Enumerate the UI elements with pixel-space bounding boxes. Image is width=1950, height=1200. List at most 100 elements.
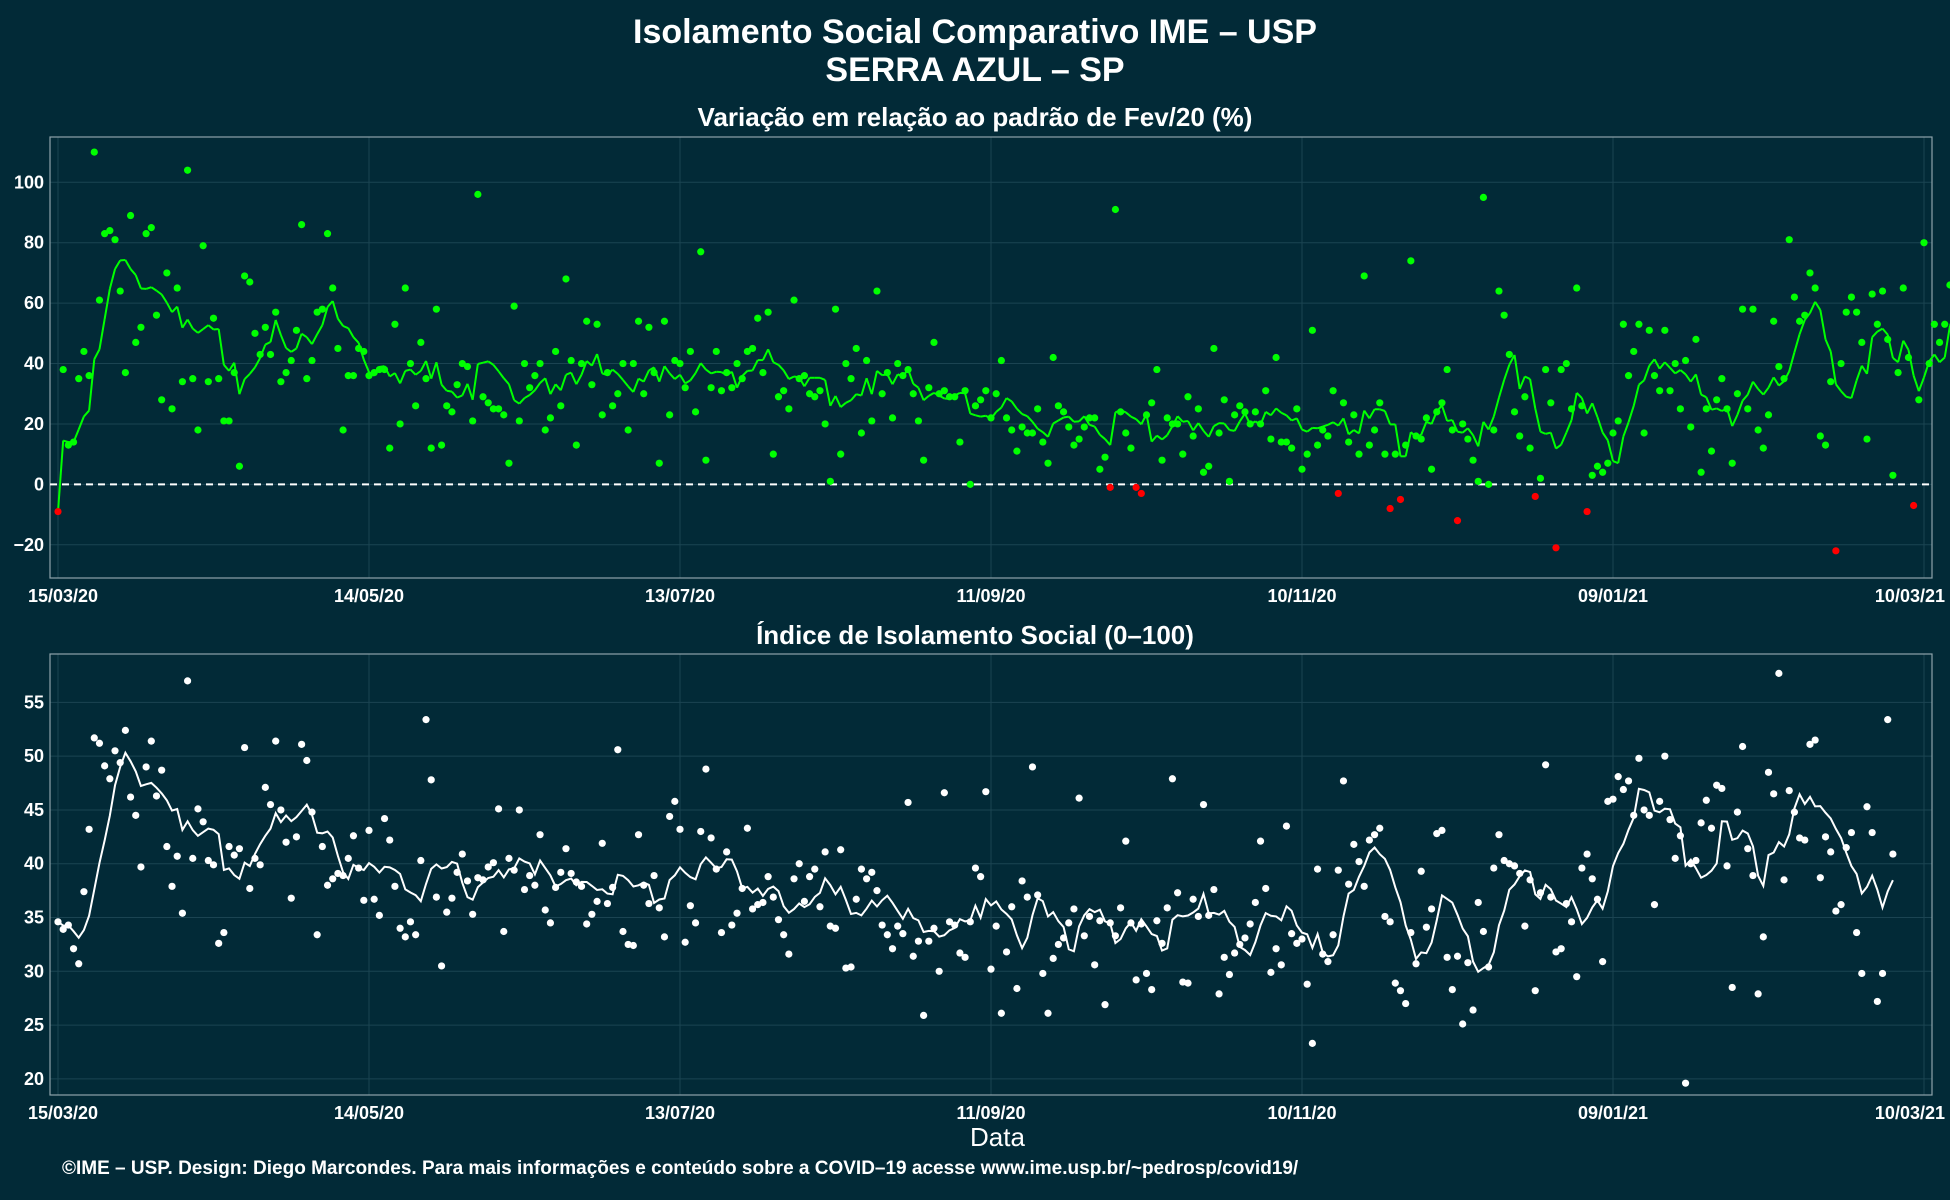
- data-point: [1946, 281, 1950, 289]
- data-point: [1329, 931, 1337, 939]
- moving-average-segment: [171, 305, 178, 313]
- data-point: [748, 905, 757, 913]
- data-point: [531, 881, 539, 889]
- moving-average-segment: [405, 368, 411, 372]
- data-point: [1526, 876, 1534, 884]
- data-point: [1236, 402, 1244, 410]
- data-point: [837, 846, 845, 854]
- moving-average-segment: [1767, 376, 1775, 389]
- data-point: [1495, 831, 1503, 839]
- data-point: [1101, 1001, 1109, 1009]
- data-point: [1889, 471, 1897, 479]
- moving-average-segment: [762, 348, 770, 361]
- data-point: [577, 882, 586, 890]
- data-point: [1920, 239, 1928, 247]
- moving-average-segment: [1322, 423, 1329, 428]
- data-point: [235, 845, 244, 853]
- moving-average-segment: [689, 372, 697, 381]
- data-point: [1184, 393, 1192, 401]
- data-point: [588, 910, 596, 918]
- data-point: [1547, 893, 1555, 901]
- moving-average-segment: [238, 378, 246, 395]
- data-point: [1588, 471, 1596, 479]
- data-point: [1469, 1006, 1477, 1014]
- data-point: [780, 931, 788, 939]
- data-point: [1692, 335, 1700, 343]
- moving-average-segment: [233, 362, 241, 395]
- data-point: [1153, 917, 1161, 925]
- data-point: [1272, 353, 1280, 362]
- data-point: [1339, 777, 1348, 785]
- moving-average-segment: [1643, 365, 1651, 381]
- data-point: [1676, 405, 1684, 413]
- data-point: [308, 356, 316, 365]
- plot-frame: [49, 653, 1933, 1096]
- data-point: [738, 884, 746, 893]
- data-point: [360, 896, 368, 904]
- y-tick-label: 60: [24, 293, 44, 313]
- data-point: [1832, 907, 1840, 915]
- data-point: [1334, 866, 1342, 874]
- data-point: [1526, 444, 1534, 452]
- data-point: [914, 937, 923, 945]
- panel2-title: Índice de Isolamento Social (0–100): [756, 620, 1194, 650]
- data-point: [1391, 979, 1399, 987]
- data-point: [1256, 837, 1265, 845]
- data-point: [1039, 969, 1047, 978]
- data-point: [1044, 459, 1052, 467]
- data-point: [593, 897, 601, 905]
- data-point: [1049, 954, 1057, 962]
- data-point: [417, 856, 425, 865]
- data-point: [1464, 959, 1472, 967]
- data-point: [1531, 492, 1539, 501]
- data-point: [282, 369, 290, 377]
- data-point: [811, 393, 819, 401]
- data-point: [1059, 408, 1068, 416]
- data-point: [183, 677, 192, 685]
- data-point: [1417, 435, 1425, 443]
- data-point: [1132, 483, 1140, 491]
- data-point: [1816, 874, 1824, 882]
- data-point: [1370, 426, 1379, 434]
- data-point: [1702, 796, 1710, 804]
- data-point: [1614, 773, 1622, 781]
- data-point: [1884, 335, 1892, 343]
- moving-average-segment: [1176, 415, 1184, 423]
- data-point: [951, 921, 959, 929]
- moving-average-segment: [1337, 417, 1345, 427]
- moving-average-segment: [1368, 408, 1376, 419]
- data-point: [1749, 305, 1757, 313]
- data-point: [1485, 963, 1493, 971]
- data-point: [1744, 845, 1752, 853]
- moving-average-segment: [228, 362, 236, 372]
- data-point: [1174, 420, 1182, 428]
- data-point: [1578, 402, 1586, 410]
- data-point: [1474, 477, 1482, 485]
- moving-average-segment: [1451, 419, 1459, 433]
- data-point: [422, 375, 430, 383]
- data-point: [1075, 794, 1083, 802]
- data-point: [1770, 317, 1778, 325]
- data-point: [1412, 960, 1420, 968]
- data-point: [961, 953, 969, 961]
- y-tick-label: 55: [24, 692, 44, 712]
- data-point: [676, 359, 684, 368]
- data-point: [1557, 365, 1565, 374]
- data-point: [1490, 426, 1498, 434]
- moving-average-segment: [1021, 413, 1028, 418]
- data-point: [1262, 884, 1270, 893]
- data-point: [1085, 912, 1094, 921]
- moving-average-segment: [1031, 421, 1039, 430]
- moving-average-segment: [1342, 418, 1350, 435]
- data-point: [1246, 420, 1254, 428]
- data-point: [505, 854, 513, 862]
- moving-average-segment: [529, 389, 536, 396]
- data-point: [1231, 949, 1239, 957]
- data-point: [1770, 790, 1778, 798]
- moving-average-segment: [207, 324, 215, 331]
- data-point: [1443, 365, 1451, 374]
- data-point: [1723, 405, 1731, 413]
- moving-average-segment: [1591, 402, 1599, 418]
- data-point: [1868, 828, 1876, 837]
- moving-average-segment: [1716, 407, 1723, 412]
